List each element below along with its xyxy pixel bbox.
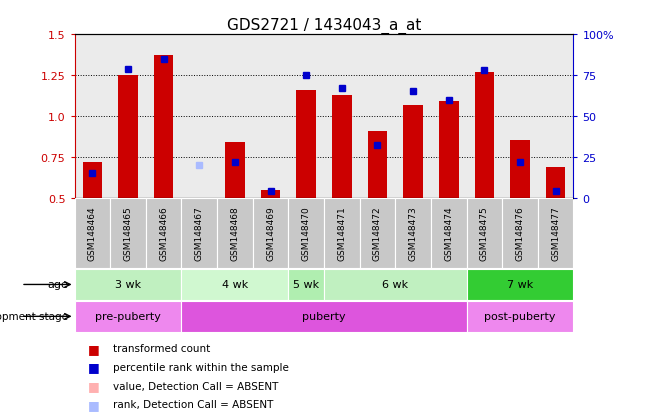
Bar bbox=[82, 162, 102, 198]
Text: ■: ■ bbox=[87, 379, 99, 392]
Bar bbox=[118, 76, 138, 198]
Bar bbox=[324, 269, 467, 300]
Text: GSM148465: GSM148465 bbox=[124, 206, 132, 261]
Bar bbox=[146, 198, 181, 268]
Bar bbox=[181, 198, 217, 268]
Text: GSM148470: GSM148470 bbox=[302, 206, 310, 261]
Bar bbox=[75, 198, 110, 268]
Bar bbox=[288, 198, 324, 268]
Text: GSM148475: GSM148475 bbox=[480, 206, 489, 261]
Bar bbox=[467, 269, 573, 300]
Text: GSM148473: GSM148473 bbox=[409, 206, 417, 261]
Text: age: age bbox=[47, 280, 68, 290]
Bar bbox=[510, 141, 530, 198]
Bar bbox=[324, 35, 360, 198]
Text: GSM148476: GSM148476 bbox=[516, 206, 524, 261]
Bar bbox=[467, 301, 573, 332]
Text: 5 wk: 5 wk bbox=[293, 280, 319, 290]
Bar bbox=[110, 198, 146, 268]
Bar bbox=[75, 269, 181, 300]
Text: GSM148464: GSM148464 bbox=[88, 206, 97, 261]
Bar bbox=[467, 198, 502, 268]
Bar bbox=[324, 198, 360, 268]
Bar bbox=[288, 269, 324, 300]
Text: percentile rank within the sample: percentile rank within the sample bbox=[113, 362, 289, 372]
Bar bbox=[502, 198, 538, 268]
Bar bbox=[75, 35, 110, 198]
Text: 4 wk: 4 wk bbox=[222, 280, 248, 290]
Text: 3 wk: 3 wk bbox=[115, 280, 141, 290]
Bar bbox=[367, 131, 388, 198]
Bar bbox=[154, 56, 174, 198]
Text: ■: ■ bbox=[87, 342, 99, 355]
Text: development stage: development stage bbox=[0, 311, 68, 322]
Text: transformed count: transformed count bbox=[113, 344, 211, 354]
Bar bbox=[403, 105, 423, 198]
Bar bbox=[296, 90, 316, 198]
Text: GSM148477: GSM148477 bbox=[551, 206, 560, 261]
Bar bbox=[502, 35, 538, 198]
Bar bbox=[538, 35, 573, 198]
Bar bbox=[181, 301, 467, 332]
Bar bbox=[546, 167, 566, 198]
Title: GDS2721 / 1434043_a_at: GDS2721 / 1434043_a_at bbox=[227, 18, 421, 34]
Bar bbox=[474, 73, 494, 198]
Text: GSM148468: GSM148468 bbox=[231, 206, 239, 261]
Bar bbox=[181, 269, 288, 300]
Bar bbox=[288, 35, 324, 198]
Bar bbox=[360, 198, 395, 268]
Bar bbox=[260, 190, 281, 198]
Text: GSM148474: GSM148474 bbox=[445, 206, 453, 261]
Text: 6 wk: 6 wk bbox=[382, 280, 408, 290]
Text: GSM148472: GSM148472 bbox=[373, 206, 382, 261]
Text: 7 wk: 7 wk bbox=[507, 280, 533, 290]
Bar bbox=[253, 198, 288, 268]
Text: ■: ■ bbox=[87, 361, 99, 374]
Text: GSM148469: GSM148469 bbox=[266, 206, 275, 261]
Bar bbox=[538, 198, 573, 268]
Bar bbox=[217, 35, 253, 198]
Bar bbox=[332, 95, 352, 198]
Bar bbox=[431, 198, 467, 268]
Text: ■: ■ bbox=[87, 398, 99, 411]
Text: GSM148471: GSM148471 bbox=[338, 206, 346, 261]
Bar bbox=[110, 35, 146, 198]
Bar bbox=[217, 198, 253, 268]
Text: puberty: puberty bbox=[302, 311, 346, 322]
Text: value, Detection Call = ABSENT: value, Detection Call = ABSENT bbox=[113, 381, 279, 391]
Text: post-puberty: post-puberty bbox=[484, 311, 556, 322]
Text: rank, Detection Call = ABSENT: rank, Detection Call = ABSENT bbox=[113, 399, 273, 409]
Bar bbox=[467, 35, 502, 198]
Bar bbox=[395, 198, 431, 268]
Text: GSM148467: GSM148467 bbox=[195, 206, 203, 261]
Bar bbox=[75, 301, 181, 332]
Bar bbox=[181, 35, 217, 198]
Text: GSM148466: GSM148466 bbox=[159, 206, 168, 261]
Bar bbox=[253, 35, 288, 198]
Bar bbox=[431, 35, 467, 198]
Text: pre-puberty: pre-puberty bbox=[95, 311, 161, 322]
Bar bbox=[225, 143, 245, 198]
Bar bbox=[146, 35, 181, 198]
Bar bbox=[439, 102, 459, 198]
Bar bbox=[395, 35, 431, 198]
Bar bbox=[360, 35, 395, 198]
